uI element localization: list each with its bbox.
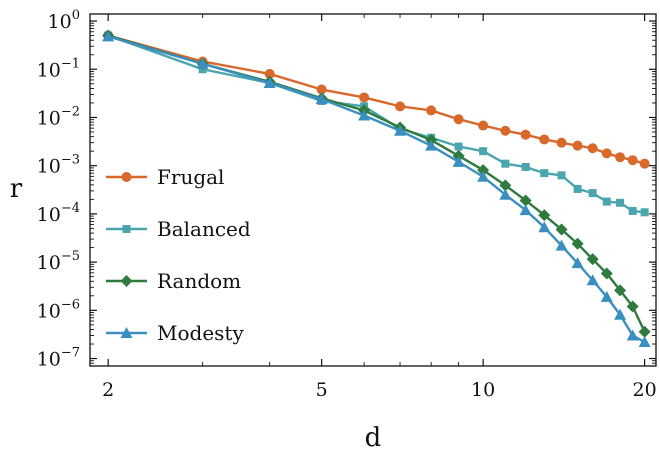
y-tick-label: 10−5 [37, 249, 80, 274]
legend-label-modesty: Modesty [157, 321, 244, 345]
legend: Frugal Balanced Random Modesty [106, 165, 251, 345]
data-point-frugal [395, 101, 406, 112]
data-point-random [477, 164, 490, 177]
data-point-modesty [263, 76, 276, 88]
y-tick-label: 100 [48, 8, 80, 33]
data-point-frugal [359, 92, 370, 103]
data-point-modesty [477, 170, 490, 182]
data-point-frugal [426, 105, 437, 116]
data-point-balanced [454, 142, 463, 151]
data-point-random [538, 209, 551, 222]
data-point-balanced [501, 159, 510, 168]
data-point-random [600, 267, 613, 280]
data-point-modesty [358, 109, 371, 121]
data-point-frugal [500, 125, 511, 136]
data-point-modesty [102, 30, 115, 42]
x-tick-label: 20 [633, 379, 657, 401]
data-point-random [614, 284, 627, 297]
data-point-balanced [521, 162, 530, 171]
x-axis-title: d [365, 423, 382, 451]
data-point-balanced [628, 206, 637, 215]
data-point-balanced [573, 184, 582, 193]
y-tick-label: 10−2 [37, 104, 80, 129]
y-tick-label: 10−7 [37, 346, 80, 371]
data-point-random [586, 253, 599, 266]
data-point-balanced [479, 147, 488, 156]
data-point-frugal [587, 143, 598, 154]
data-point-modesty [626, 329, 639, 341]
data-point-modesty [586, 274, 599, 286]
legend-marker-modesty [120, 327, 133, 338]
legend-marker-random [120, 275, 133, 287]
series-modesty [102, 30, 651, 348]
data-point-balanced [602, 197, 611, 206]
data-point-modesty [600, 290, 613, 302]
data-point-random [519, 194, 532, 207]
data-point-frugal [615, 152, 626, 163]
data-point-random [626, 300, 639, 313]
legend-item-random: Random [106, 269, 241, 293]
data-point-modesty [499, 188, 512, 200]
data-point-frugal [478, 120, 489, 131]
data-point-modesty [638, 336, 651, 348]
data-point-frugal [572, 140, 583, 151]
data-point-modesty [555, 239, 568, 251]
y-tick-label: 10−3 [37, 153, 80, 178]
data-point-balanced [588, 189, 597, 198]
series-frugal [103, 30, 650, 169]
legend-marker-balanced [122, 225, 131, 233]
data-point-frugal [639, 158, 650, 169]
data-point-frugal [627, 155, 638, 166]
data-point-frugal [264, 68, 275, 79]
legend-label-frugal: Frugal [157, 165, 224, 189]
legend-item-frugal: Frugal [106, 165, 224, 189]
axis-ticks [90, 14, 656, 367]
y-tick-label: 10−4 [37, 201, 80, 226]
series-layer [102, 29, 651, 348]
data-point-modesty [614, 308, 627, 320]
x-tick-label: 5 [316, 379, 328, 401]
data-point-modesty [452, 155, 465, 167]
series-line-modesty [107, 35, 646, 344]
data-point-modesty [196, 57, 209, 69]
data-point-modesty [425, 139, 438, 151]
legend-label-balanced: Balanced [157, 217, 251, 241]
x-tick-label: 2 [102, 379, 114, 401]
data-point-modesty [394, 124, 407, 136]
data-point-balanced [540, 169, 549, 178]
tick-labels: 10−7 10−6 10−5 10−4 10−3 10−2 10−1 100 2 5 10 20 [37, 8, 657, 401]
data-point-frugal [601, 148, 612, 159]
data-point-balanced [640, 208, 649, 217]
x-tick-label: 10 [471, 379, 495, 401]
data-point-frugal [539, 134, 550, 145]
plot-frame [89, 13, 657, 367]
legend-item-modesty: Modesty [106, 321, 244, 345]
data-point-frugal [453, 114, 464, 125]
data-point-balanced [557, 171, 566, 180]
data-point-modesty [315, 93, 328, 105]
data-point-random [555, 223, 568, 236]
legend-item-balanced: Balanced [106, 217, 251, 241]
data-point-random [571, 237, 584, 250]
y-tick-label: 10−1 [37, 56, 80, 81]
y-tick-label: 10−6 [37, 297, 80, 322]
data-point-frugal [316, 84, 327, 95]
legend-label-random: Random [157, 269, 241, 293]
data-point-modesty [519, 204, 532, 216]
data-point-balanced [616, 198, 625, 207]
data-point-modesty [538, 221, 551, 233]
data-point-random [638, 325, 651, 338]
data-point-random [499, 179, 512, 192]
data-point-frugal [520, 129, 531, 140]
y-axis-title: r [10, 174, 23, 204]
legend-marker-frugal [121, 172, 132, 182]
data-point-frugal [556, 137, 567, 148]
data-point-modesty [571, 257, 584, 269]
